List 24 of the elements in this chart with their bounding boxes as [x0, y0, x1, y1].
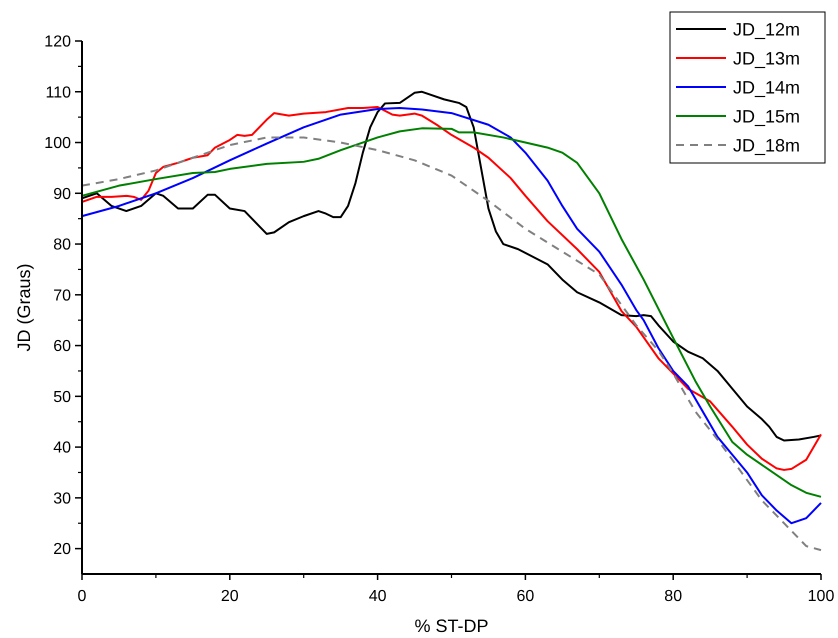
- x-tick-label: 100: [808, 588, 834, 605]
- x-tick-label: 20: [220, 588, 239, 605]
- y-tick-label: 60: [53, 338, 72, 356]
- legend-label: JD_15m: [733, 106, 800, 126]
- y-tick-label: 70: [53, 287, 72, 304]
- y-tick-label: 100: [44, 135, 72, 152]
- y-tick-label: 90: [53, 186, 72, 203]
- x-tick-label: 40: [368, 588, 387, 605]
- x-axis-title: % ST-DP: [414, 616, 489, 636]
- y-tick-label: 20: [53, 541, 72, 558]
- y-tick-label: 80: [53, 236, 72, 254]
- x-tick-label: 0: [78, 588, 87, 605]
- legend-label: JD_14m: [733, 77, 800, 98]
- x-tick-label: 60: [516, 588, 534, 605]
- legend-label: JD_18m: [733, 135, 800, 156]
- y-tick-label: 50: [53, 388, 72, 406]
- y-tick-label: 30: [53, 490, 72, 508]
- x-tick-label: 80: [664, 588, 682, 605]
- legend-label: JD_12m: [733, 19, 800, 40]
- legend-label: JD_13m: [733, 48, 800, 68]
- y-tick-label: 110: [45, 84, 72, 102]
- y-axis-title: JD (Graus): [14, 263, 34, 352]
- y-tick-label: 40: [53, 440, 72, 457]
- y-tick-label: 120: [44, 34, 72, 51]
